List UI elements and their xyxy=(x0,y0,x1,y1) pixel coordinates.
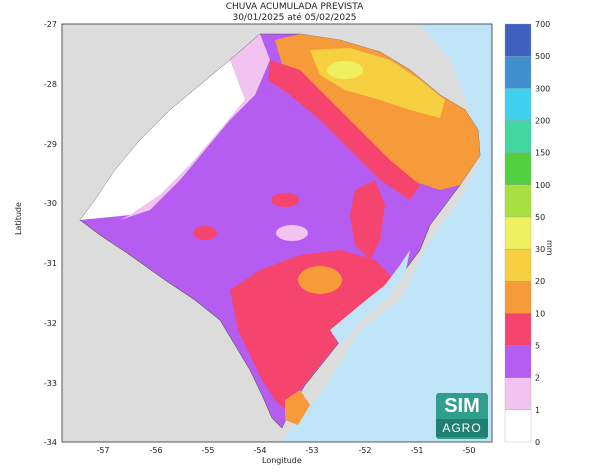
colorbar-swatch xyxy=(504,184,532,218)
y-tick-label: -31 xyxy=(44,259,57,268)
y-tick-label: -33 xyxy=(44,379,57,388)
colorbar-swatch xyxy=(504,248,532,282)
colorbar-tick-label: 300 xyxy=(535,84,550,93)
x-tick-label: -54 xyxy=(253,446,266,455)
colorbar-tick-label: 10 xyxy=(535,309,545,318)
colorbar-swatch xyxy=(504,345,532,378)
colorbar-tick-label: 150 xyxy=(535,149,550,158)
red-spot-1 xyxy=(271,193,299,207)
colorbar-tick-label: 2 xyxy=(535,374,540,383)
x-tick-label: -52 xyxy=(358,446,371,455)
red-streak-center xyxy=(350,180,385,260)
x-axis-label: Longitude xyxy=(262,456,302,465)
colorbar-swatch xyxy=(504,281,532,314)
map-title: CHUVA ACUMULADA PREVISTA 30/01/2025 até … xyxy=(0,2,589,24)
colorbar-tick-label: 500 xyxy=(535,52,550,61)
pink-spot-center xyxy=(276,225,308,241)
colorbar-swatch xyxy=(504,88,532,121)
colorbar-tick-label: 30 xyxy=(535,245,545,254)
y-tick-label: -30 xyxy=(44,199,57,208)
y-tick-label: -32 xyxy=(44,319,57,328)
y-tick-label: -29 xyxy=(44,140,57,149)
red-belt-north xyxy=(268,60,420,200)
colorbar-unit-label: mm xyxy=(545,240,554,256)
colorbar-swatch xyxy=(504,409,532,443)
red-spot-2 xyxy=(193,226,217,240)
colorbar-tick-label: 50 xyxy=(535,213,545,222)
y-tick-label: -27 xyxy=(44,20,57,29)
colorbar-tick-label: 700 xyxy=(535,20,550,29)
ocean-area xyxy=(280,24,492,442)
colorbar-tick-label: 0 xyxy=(535,438,540,447)
x-tick-label: -51 xyxy=(410,446,423,455)
y-tick-label: -28 xyxy=(44,80,57,89)
title-line-1: CHUVA ACUMULADA PREVISTA xyxy=(225,2,364,12)
orange-spot-coast xyxy=(285,390,310,425)
x-tick-label: -57 xyxy=(96,446,109,455)
colorbar-tick-label: 20 xyxy=(535,277,545,286)
x-tick-label: -53 xyxy=(305,446,318,455)
y-axis-label: Latitude xyxy=(14,202,23,235)
x-tick-label: -50 xyxy=(462,446,475,455)
light-pink-zone xyxy=(120,34,270,220)
colorbar-swatch xyxy=(504,377,532,410)
lagoon xyxy=(330,250,410,345)
colorbar-swatch xyxy=(504,152,532,185)
colorbar-swatch xyxy=(504,313,532,346)
plot-frame xyxy=(61,23,493,443)
colorbar-swatch xyxy=(504,120,532,153)
logo-line-2: AGRO xyxy=(436,419,488,437)
x-tick-label: -56 xyxy=(149,446,162,455)
colorbar-swatch xyxy=(504,56,532,89)
colorbar-swatch xyxy=(504,23,532,57)
lightyellow-spot xyxy=(327,61,363,79)
y-tick-label: -34 xyxy=(44,438,57,447)
orange-spot-south xyxy=(298,266,342,294)
y-axis: -27 -28 -29 -30 -31 -32 -33 -34 xyxy=(44,20,57,447)
colorbar: 0 1 2 5 10 20 30 50 100 150 200 300 500 700 xyxy=(504,20,550,447)
colorbar-swatch xyxy=(504,216,532,250)
colorbar-tick-label: 100 xyxy=(535,181,550,190)
title-line-2: 30/01/2025 até 05/02/2025 xyxy=(232,13,357,23)
x-axis: -57 -56 -55 -54 -53 -52 -51 -50 xyxy=(96,446,475,455)
colorbar-tick-label: 200 xyxy=(535,116,550,125)
red-zone-south xyxy=(230,250,395,412)
simagro-logo: SIM AGRO xyxy=(436,393,488,439)
dry-zone-white xyxy=(80,60,250,220)
x-tick-label: -55 xyxy=(201,446,214,455)
colorbar-tick-label: 5 xyxy=(535,342,540,351)
logo-line-1: SIM xyxy=(444,395,480,417)
colorbar-tick-label: 1 xyxy=(535,406,540,415)
